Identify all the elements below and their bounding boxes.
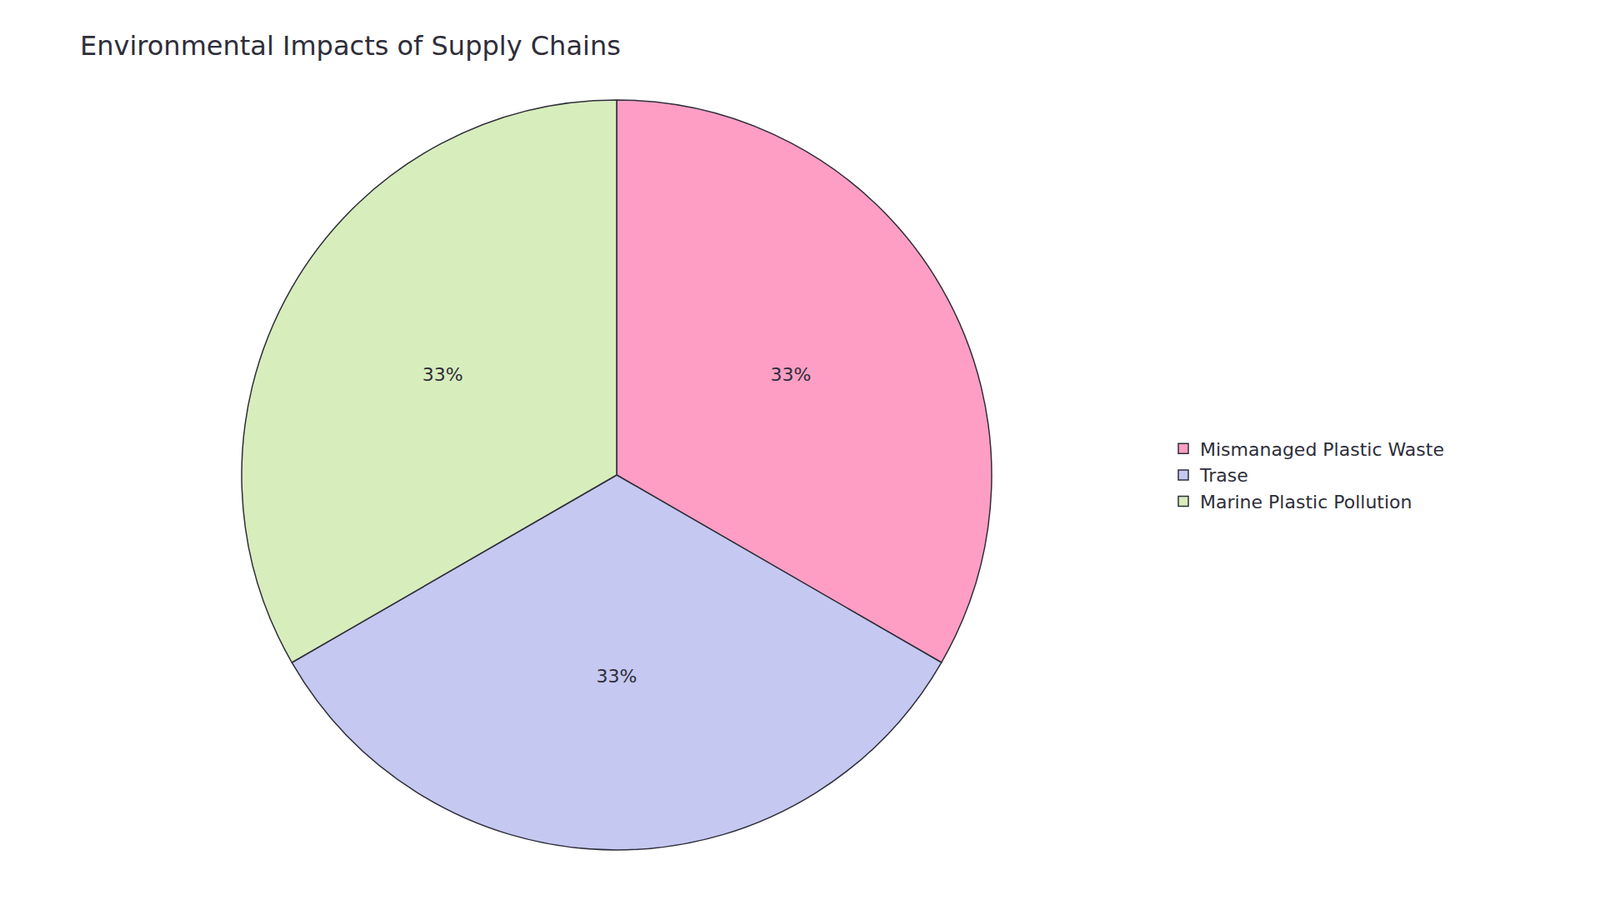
svg-text:33%: 33% xyxy=(422,364,464,385)
svg-text:Marine Plastic Pollution: Marine Plastic Pollution xyxy=(1200,491,1413,513)
svg-text:Environmental Impacts of Suppl: Environmental Impacts of Supply Chains xyxy=(80,30,621,62)
svg-text:33%: 33% xyxy=(596,665,638,687)
svg-text:33%: 33% xyxy=(770,364,811,385)
svg-text:Mismanaged Plastic Waste: Mismanaged Plastic Waste xyxy=(1200,439,1445,460)
svg-text:Trase: Trase xyxy=(1199,465,1249,486)
